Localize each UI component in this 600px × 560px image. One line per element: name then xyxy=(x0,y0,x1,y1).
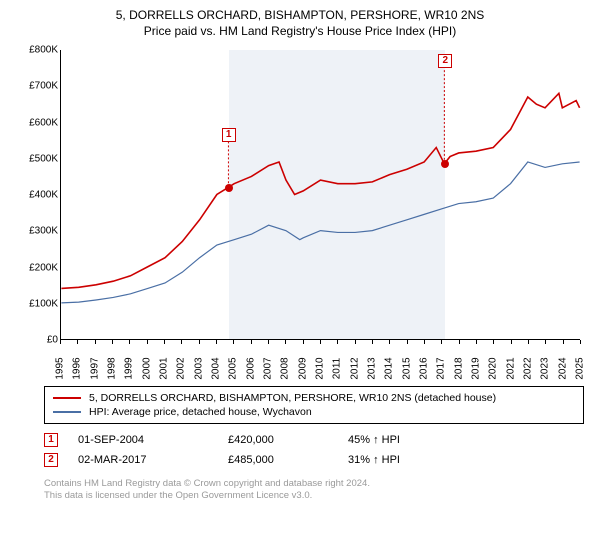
x-tick-label: 2025 xyxy=(575,354,586,384)
x-tick-label: 2002 xyxy=(176,354,187,384)
x-tick-label: 2001 xyxy=(159,354,170,384)
transaction-table: 1 01-SEP-2004£420,00045% ↑ HPI 2 02-MAR-201… xyxy=(44,430,584,470)
x-tick-label: 2023 xyxy=(540,354,551,384)
legend-label: 5, DORRELLS ORCHARD, BISHAMPTON, PERSHOR… xyxy=(89,392,496,404)
transaction-hpi-pct: 45% ↑ HPI xyxy=(348,434,468,446)
x-tick-label: 1997 xyxy=(89,354,100,384)
plot-region: 12 xyxy=(60,50,580,340)
x-tick-label: 2006 xyxy=(245,354,256,384)
x-tick-label: 2017 xyxy=(436,354,447,384)
x-tick-label: 2022 xyxy=(523,354,534,384)
x-tick-label: 2007 xyxy=(263,354,274,384)
x-tick-label: 2021 xyxy=(505,354,516,384)
x-tick-label: 2003 xyxy=(193,354,204,384)
legend-label: HPI: Average price, detached house, Wych… xyxy=(89,406,312,418)
transaction-hpi-pct: 31% ↑ HPI xyxy=(348,454,468,466)
y-tick-label: £400K xyxy=(10,190,58,201)
y-tick-label: £100K xyxy=(10,298,58,309)
line-series-svg xyxy=(61,50,580,339)
y-tick-label: £600K xyxy=(10,117,58,128)
y-tick-label: £200K xyxy=(10,262,58,273)
title-address: 5, DORRELLS ORCHARD, BISHAMPTON, PERSHOR… xyxy=(10,8,590,22)
transaction-marker-dot xyxy=(441,160,449,168)
x-tick-label: 1998 xyxy=(107,354,118,384)
y-tick-label: £300K xyxy=(10,226,58,237)
chart-container: 5, DORRELLS ORCHARD, BISHAMPTON, PERSHOR… xyxy=(0,0,600,560)
x-tick-label: 1999 xyxy=(124,354,135,384)
transaction-row: 2 02-MAR-2017£485,00031% ↑ HPI xyxy=(44,450,584,470)
x-tick-label: 2008 xyxy=(280,354,291,384)
titles: 5, DORRELLS ORCHARD, BISHAMPTON, PERSHOR… xyxy=(10,8,590,38)
x-tick-label: 2010 xyxy=(315,354,326,384)
transaction-price: £485,000 xyxy=(228,454,348,466)
x-tick-label: 2009 xyxy=(297,354,308,384)
x-tick-label: 1995 xyxy=(55,354,66,384)
x-tick-label: 2018 xyxy=(453,354,464,384)
x-tick-label: 2015 xyxy=(401,354,412,384)
legend-swatch xyxy=(53,411,81,413)
title-subtitle: Price paid vs. HM Land Registry's House … xyxy=(10,24,590,38)
transaction-date: 01-SEP-2004 xyxy=(78,434,228,446)
footer-attribution: Contains HM Land Registry data © Crown c… xyxy=(44,478,586,503)
y-tick-label: £700K xyxy=(10,81,58,92)
x-tick-label: 2013 xyxy=(367,354,378,384)
transaction-id-badge: 2 xyxy=(44,453,58,467)
x-tick-label: 2004 xyxy=(211,354,222,384)
transaction-id-badge: 1 xyxy=(44,433,58,447)
legend-item: 5, DORRELLS ORCHARD, BISHAMPTON, PERSHOR… xyxy=(53,391,575,405)
x-tick-label: 2014 xyxy=(384,354,395,384)
legend-swatch xyxy=(53,397,81,399)
transaction-marker-label: 2 xyxy=(438,54,452,68)
x-tick-label: 2005 xyxy=(228,354,239,384)
x-tick-label: 2020 xyxy=(488,354,499,384)
legend-box: 5, DORRELLS ORCHARD, BISHAMPTON, PERSHOR… xyxy=(44,386,584,424)
legend-item: HPI: Average price, detached house, Wych… xyxy=(53,405,575,419)
x-tick-label: 2016 xyxy=(419,354,430,384)
y-tick-label: £0 xyxy=(10,335,58,346)
transaction-marker-dot xyxy=(225,184,233,192)
chart-area: 12 £0£100K£200K£300K£400K£500K£600K£700K… xyxy=(10,44,590,384)
x-tick-label: 2011 xyxy=(332,354,343,384)
transaction-row: 1 01-SEP-2004£420,00045% ↑ HPI xyxy=(44,430,584,450)
footer-line2: This data is licensed under the Open Gov… xyxy=(44,490,586,502)
footer-line1: Contains HM Land Registry data © Crown c… xyxy=(44,478,586,490)
transaction-price: £420,000 xyxy=(228,434,348,446)
x-tick-label: 2012 xyxy=(349,354,360,384)
x-tick-label: 1996 xyxy=(72,354,83,384)
y-tick-label: £800K xyxy=(10,45,58,56)
x-tick-label: 2000 xyxy=(141,354,152,384)
x-tick-label: 2024 xyxy=(557,354,568,384)
transaction-marker-label: 1 xyxy=(222,128,236,142)
series-line xyxy=(61,162,579,303)
x-tick-label: 2019 xyxy=(471,354,482,384)
transaction-date: 02-MAR-2017 xyxy=(78,454,228,466)
y-tick-label: £500K xyxy=(10,153,58,164)
